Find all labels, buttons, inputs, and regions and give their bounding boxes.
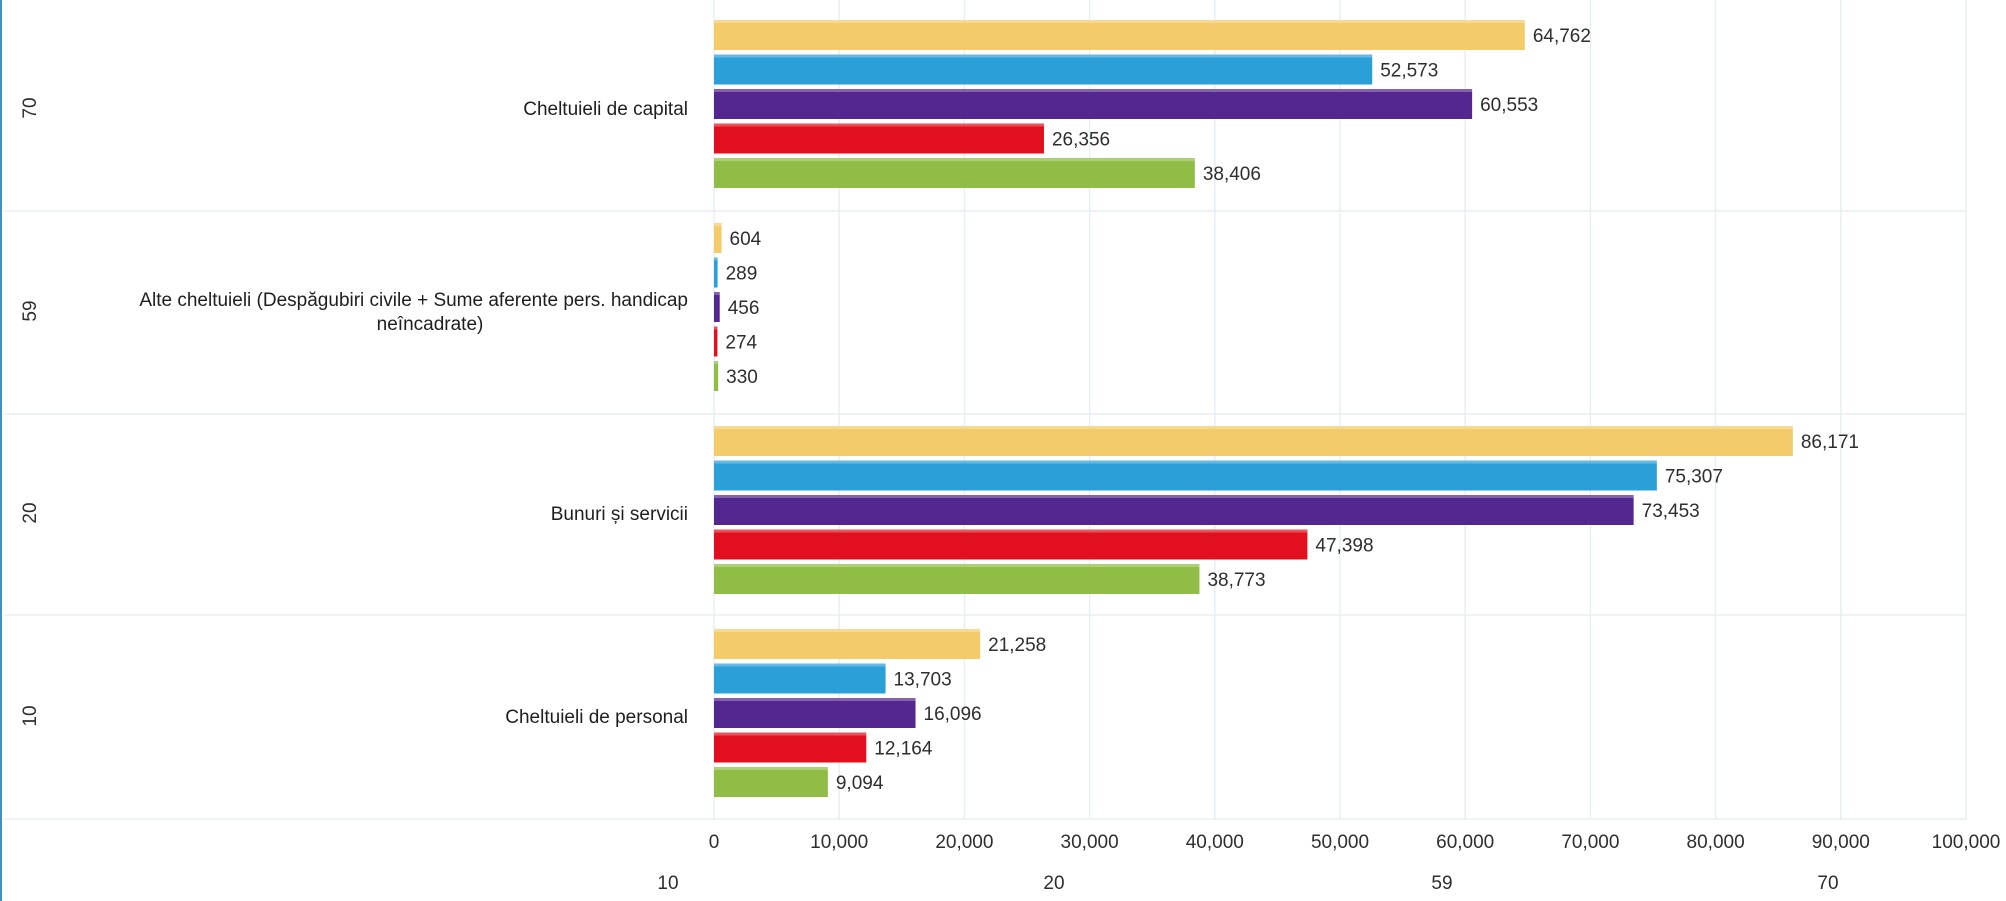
bottom-label: 70 — [1817, 873, 1838, 894]
bar — [714, 460, 1657, 491]
category-label: Cheltuieli de personal — [505, 707, 688, 728]
data-label: 26,356 — [1052, 130, 1110, 151]
data-label: 86,171 — [1801, 432, 1859, 453]
bar-highlight — [714, 292, 720, 295]
bar-highlight — [714, 495, 1634, 498]
bar-highlight — [714, 629, 981, 632]
bar-highlight — [714, 326, 718, 330]
x-tick-label: 50,000 — [1311, 832, 1369, 853]
bar — [714, 89, 1473, 119]
category-code-label: 59 — [20, 300, 41, 321]
data-label: 38,773 — [1207, 570, 1265, 591]
x-tick-label: 70,000 — [1561, 832, 1619, 853]
x-tick-label: 0 — [709, 832, 720, 853]
data-label: 75,307 — [1665, 467, 1723, 488]
bar — [714, 326, 718, 357]
bar — [714, 732, 867, 763]
bar-highlight — [714, 426, 1793, 429]
data-label: 21,258 — [988, 635, 1046, 656]
bar-highlight — [714, 20, 1525, 23]
bar — [714, 495, 1634, 525]
bar-highlight — [714, 257, 718, 261]
bottom-label: 59 — [1431, 873, 1452, 894]
data-label: 64,762 — [1533, 26, 1591, 47]
x-tick-label: 60,000 — [1436, 832, 1494, 853]
gridlines — [713, 0, 1967, 820]
bar — [714, 698, 916, 728]
data-label: 456 — [728, 298, 760, 319]
category-label: Bunuri și servicii — [551, 504, 688, 525]
data-label: 604 — [730, 229, 762, 250]
bottom-axis-labels: 10 20 59 70 — [657, 873, 1838, 894]
x-tick-label: 10,000 — [810, 832, 868, 853]
category-code-label: 20 — [20, 502, 41, 523]
bar-highlight — [714, 123, 1044, 127]
bar — [714, 529, 1308, 560]
x-tick-label: 90,000 — [1812, 832, 1870, 853]
bar — [714, 54, 1373, 85]
bar-highlight — [714, 564, 1200, 567]
bar — [714, 158, 1195, 188]
data-label: 73,453 — [1642, 501, 1700, 522]
bar-highlight — [714, 223, 722, 226]
data-label: 38,406 — [1203, 164, 1261, 185]
bar — [714, 564, 1200, 594]
data-label: 47,398 — [1315, 536, 1373, 557]
data-label: 289 — [726, 264, 758, 285]
bar-highlight — [714, 529, 1308, 533]
x-tick-label: 20,000 — [935, 832, 993, 853]
category-label: neîncadrate) — [377, 314, 484, 335]
x-tick-label: 30,000 — [1061, 832, 1119, 853]
category-code-labels: 70 59 20 10 — [20, 97, 41, 726]
bar — [714, 223, 722, 253]
data-label: 52,573 — [1380, 61, 1438, 82]
bar-highlight — [714, 54, 1373, 58]
bar-highlight — [714, 698, 916, 701]
bar — [714, 629, 981, 659]
data-label: 330 — [726, 367, 758, 388]
data-label: 274 — [725, 333, 757, 354]
bar — [714, 292, 720, 322]
bar — [714, 663, 886, 694]
bar-highlight — [714, 361, 719, 364]
bottom-label: 20 — [1043, 873, 1064, 894]
bars — [714, 20, 1793, 797]
data-label: 9,094 — [836, 773, 884, 794]
bar-highlight — [714, 89, 1473, 92]
data-label: 13,703 — [894, 670, 952, 691]
category-code-label: 10 — [20, 705, 41, 726]
bar-highlight — [714, 158, 1195, 161]
value-labels: 64,762 52,573 60,553 26,356 38,406 604 289 456 2… — [725, 26, 1859, 794]
bar — [714, 361, 719, 391]
category-code-label: 70 — [20, 97, 41, 118]
bar — [714, 426, 1793, 456]
bar-highlight — [714, 767, 828, 770]
data-label: 16,096 — [924, 704, 982, 725]
data-label: 12,164 — [874, 739, 933, 760]
bar-highlight — [714, 663, 886, 667]
category-label: Alte cheltuieli (Despăgubiri civile + Su… — [139, 290, 688, 311]
bar — [714, 123, 1044, 154]
bar — [714, 767, 828, 797]
x-tick-label: 40,000 — [1186, 832, 1244, 853]
bar — [714, 20, 1525, 50]
bar-highlight — [714, 460, 1657, 464]
x-tick-label: 100,000 — [1932, 832, 2001, 853]
bar-highlight — [714, 732, 867, 736]
category-label: Cheltuieli de capital — [523, 99, 688, 120]
x-tick-label: 80,000 — [1687, 832, 1745, 853]
x-axis-tick-labels: 0 10,000 20,000 30,000 40,000 50,000 60,000 70,… — [709, 832, 2001, 853]
category-labels: Cheltuieli de capital Alte cheltuieli (De… — [139, 99, 688, 728]
data-label: 60,553 — [1480, 95, 1538, 116]
category-separators — [4, 210, 1966, 820]
bottom-label: 10 — [657, 873, 678, 894]
bar — [714, 257, 718, 288]
